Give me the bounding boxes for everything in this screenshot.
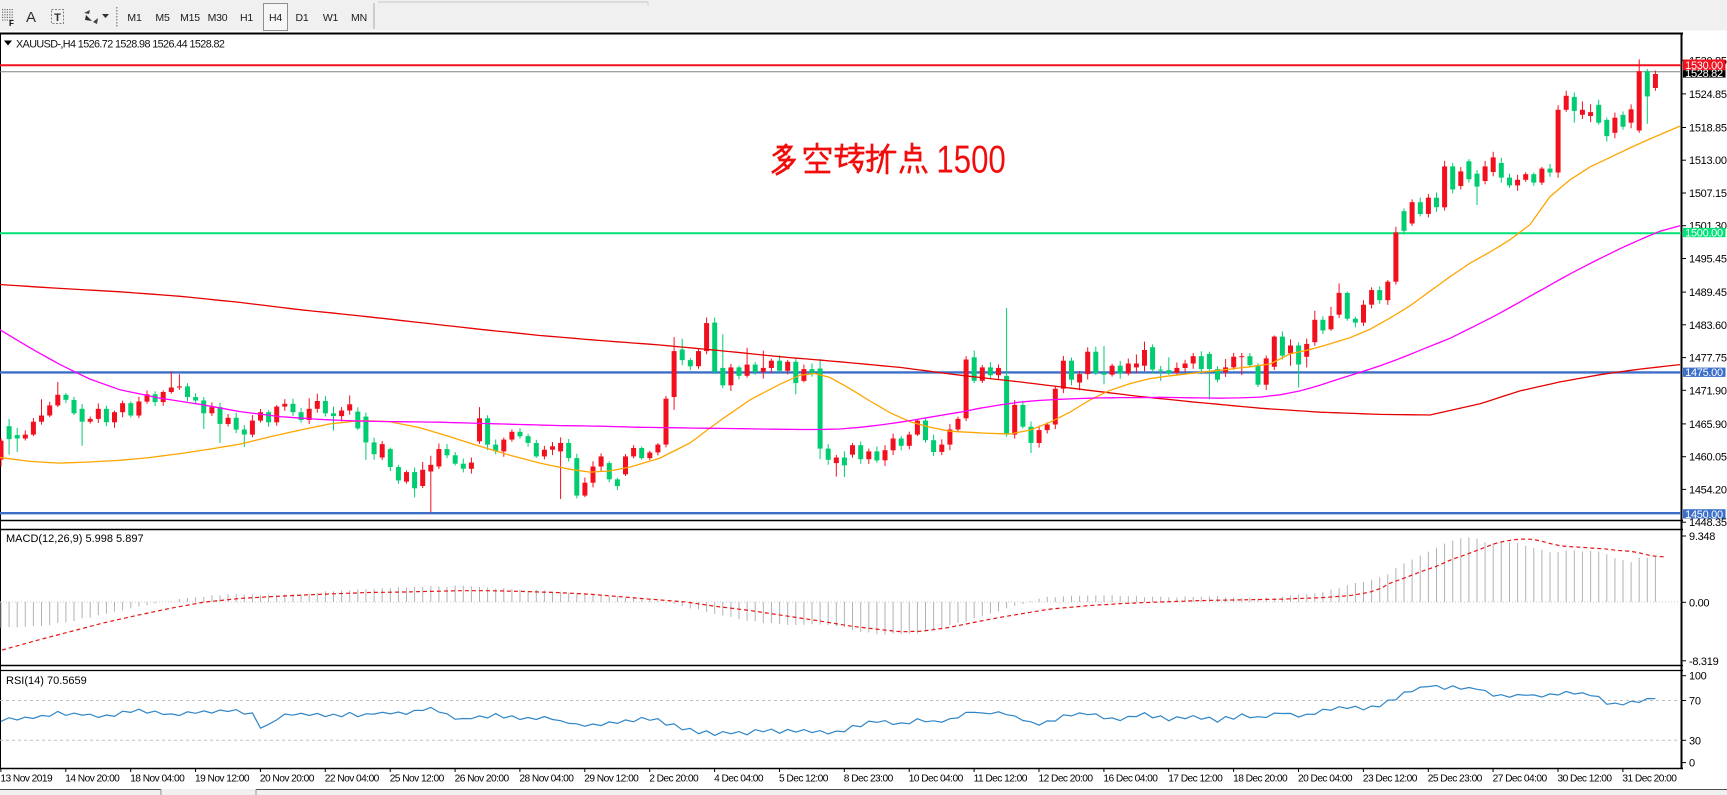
svg-text:23 Dec 12:00: 23 Dec 12:00 [1363, 774, 1418, 785]
svg-text:25 Nov 12:00: 25 Nov 12:00 [390, 774, 445, 785]
svg-text:2 Dec 20:00: 2 Dec 20:00 [649, 774, 699, 785]
svg-text:10 Dec 04:00: 10 Dec 04:00 [909, 774, 964, 785]
svg-text:1460.05: 1460.05 [1689, 452, 1727, 464]
svg-text:F: F [9, 19, 14, 28]
svg-text:29 Nov 12:00: 29 Nov 12:00 [584, 774, 639, 785]
svg-text:-8.319: -8.319 [1689, 656, 1719, 668]
svg-text:25 Dec 23:00: 25 Dec 23:00 [1428, 774, 1483, 785]
svg-text:8 Dec 23:00: 8 Dec 23:00 [844, 774, 894, 785]
svg-text:MACD(12,26,9) 5.998 5.897: MACD(12,26,9) 5.998 5.897 [6, 533, 144, 545]
svg-text:1524.85: 1524.85 [1689, 89, 1727, 101]
svg-text:MN: MN [351, 12, 367, 24]
svg-text:27 Dec 04:00: 27 Dec 04:00 [1493, 774, 1548, 785]
svg-text:W1: W1 [323, 12, 339, 24]
svg-text:1448.35: 1448.35 [1689, 517, 1727, 529]
svg-text:1518.85: 1518.85 [1689, 123, 1727, 135]
svg-text:70: 70 [1689, 696, 1701, 708]
svg-text:20 Dec 04:00: 20 Dec 04:00 [1298, 774, 1353, 785]
svg-text:13 Nov 2019: 13 Nov 2019 [0, 774, 53, 785]
svg-text:1465.90: 1465.90 [1689, 419, 1727, 431]
svg-text:16 Dec 04:00: 16 Dec 04:00 [1103, 774, 1158, 785]
svg-text:D1: D1 [295, 12, 308, 24]
svg-text:9.348: 9.348 [1689, 531, 1715, 543]
svg-text:26 Nov 20:00: 26 Nov 20:00 [455, 774, 510, 785]
svg-text:17 Dec 12:00: 17 Dec 12:00 [1168, 774, 1223, 785]
svg-text:T: T [54, 12, 61, 24]
svg-text:11 Dec 12:00: 11 Dec 12:00 [974, 774, 1028, 785]
svg-text:100: 100 [1689, 671, 1707, 683]
svg-text:1450.00: 1450.00 [1685, 509, 1723, 521]
svg-text:1489.45: 1489.45 [1689, 287, 1727, 299]
svg-text:1495.45: 1495.45 [1689, 254, 1727, 266]
svg-text:H4: H4 [269, 12, 282, 24]
svg-text:20 Nov 20:00: 20 Nov 20:00 [260, 774, 315, 785]
svg-text:28 Nov 04:00: 28 Nov 04:00 [519, 774, 574, 785]
svg-text:1483.60: 1483.60 [1689, 320, 1727, 332]
svg-text:1471.90: 1471.90 [1689, 385, 1727, 397]
svg-text:0: 0 [1689, 758, 1695, 770]
svg-text:M1: M1 [127, 12, 142, 24]
svg-text:0.00: 0.00 [1689, 597, 1709, 609]
svg-text:H1: H1 [240, 12, 253, 24]
svg-text:30: 30 [1689, 735, 1701, 747]
svg-text:19 Nov 12:00: 19 Nov 12:00 [195, 774, 250, 785]
svg-text:1475.00: 1475.00 [1685, 367, 1723, 379]
svg-text:1507.15: 1507.15 [1689, 188, 1727, 200]
svg-text:31 Dec 20:00: 31 Dec 20:00 [1622, 774, 1677, 785]
svg-text:30 Dec 12:00: 30 Dec 12:00 [1558, 774, 1613, 785]
svg-text:1513.00: 1513.00 [1689, 155, 1727, 167]
svg-text:M15: M15 [180, 12, 200, 24]
svg-text:1528.82: 1528.82 [1685, 68, 1723, 80]
svg-text:1500.00: 1500.00 [1685, 228, 1723, 240]
svg-text:18 Dec 20:00: 18 Dec 20:00 [1233, 774, 1288, 785]
svg-text:1530.00: 1530.00 [1685, 60, 1723, 72]
svg-text:18 Nov 04:00: 18 Nov 04:00 [130, 774, 185, 785]
svg-text:5 Dec 12:00: 5 Dec 12:00 [779, 774, 829, 785]
svg-text:RSI(14) 70.5659: RSI(14) 70.5659 [6, 675, 87, 687]
svg-text:4 Dec 04:00: 4 Dec 04:00 [714, 774, 764, 785]
svg-text:1477.75: 1477.75 [1689, 353, 1727, 365]
svg-text:12 Dec 20:00: 12 Dec 20:00 [1039, 774, 1094, 785]
svg-text:M5: M5 [155, 12, 170, 24]
svg-text:14 Nov 20:00: 14 Nov 20:00 [65, 774, 120, 785]
svg-text:1500: 1500 [936, 138, 1005, 181]
svg-text:1454.20: 1454.20 [1689, 484, 1727, 496]
svg-text:A: A [26, 9, 36, 26]
svg-text:M30: M30 [208, 12, 228, 24]
svg-text:XAUUSD-,H4 1526.72 1528.98 15: XAUUSD-,H4 1526.72 1528.98 1526.44 1528.… [16, 39, 225, 51]
svg-text:22 Nov 04:00: 22 Nov 04:00 [325, 774, 380, 785]
